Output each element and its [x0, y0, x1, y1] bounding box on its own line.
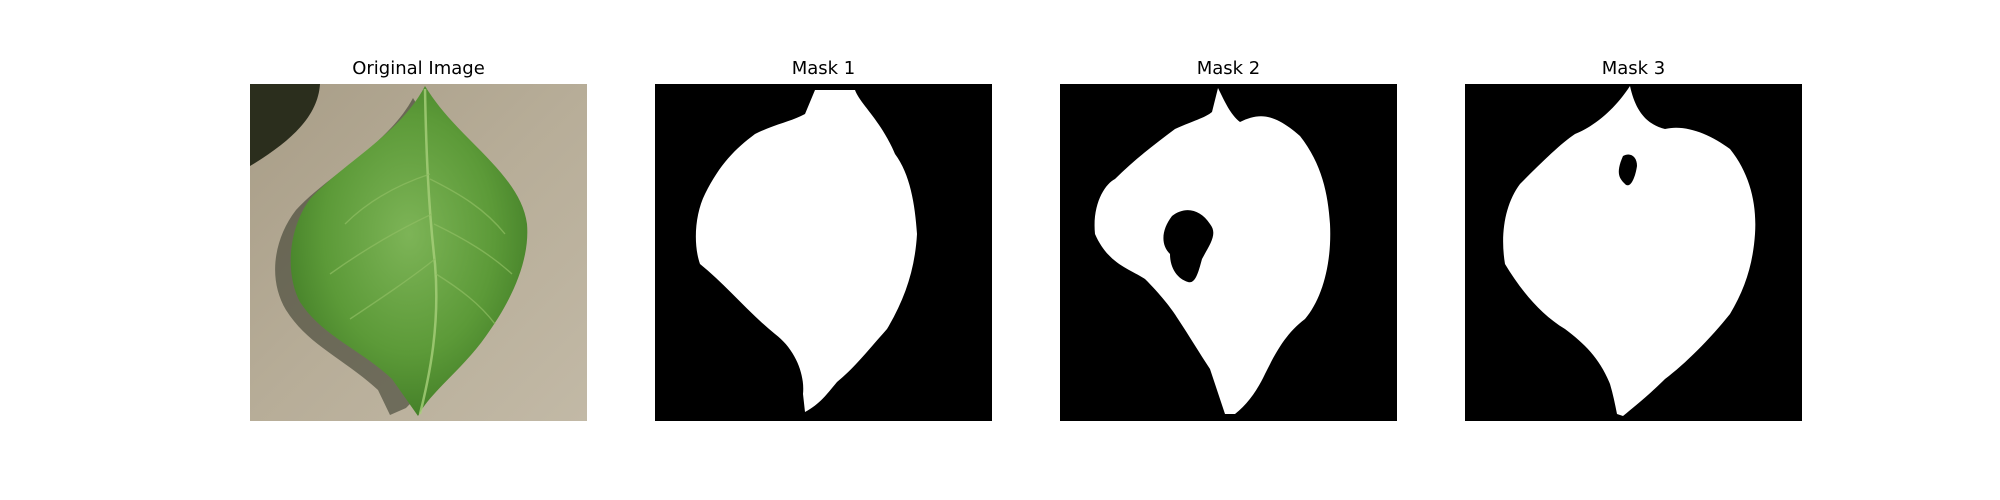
- panel-mask-2: Mask 2: [1060, 0, 1397, 500]
- panel-title: Original Image: [352, 58, 485, 79]
- panel-title: Mask 2: [1196, 58, 1261, 79]
- leaf-shape: [290, 86, 528, 416]
- panel-original-image: Original Image: [250, 0, 587, 500]
- panel-title: Mask 1: [791, 58, 856, 79]
- leaf-mask: [655, 84, 992, 421]
- panel-mask-3: Mask 3: [1465, 0, 1802, 500]
- leaf-mask: [1465, 84, 1802, 421]
- leaf-photo: [250, 84, 587, 421]
- panel-title: Mask 3: [1601, 58, 1666, 79]
- leaf-mask: [1060, 84, 1397, 421]
- panel-mask-1: Mask 1: [655, 0, 992, 500]
